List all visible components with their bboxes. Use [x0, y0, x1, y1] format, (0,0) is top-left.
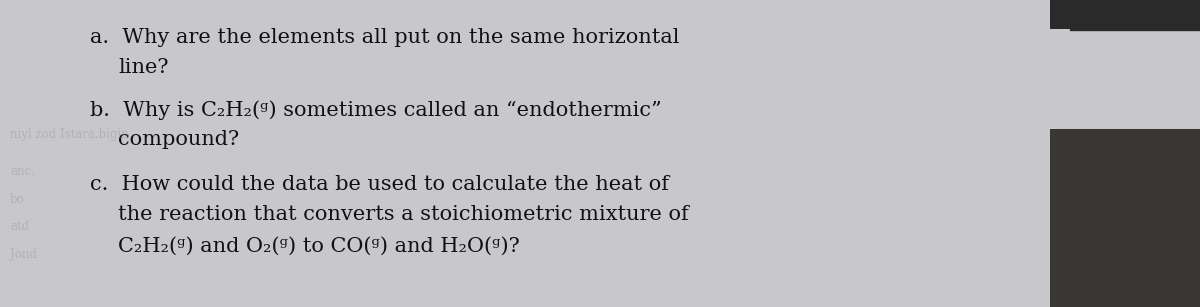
Text: niyl zod Istara.bigin: niyl zod Istara.bigin	[10, 128, 128, 141]
Text: bo: bo	[10, 193, 25, 206]
Text: Jond: Jond	[10, 248, 37, 261]
Text: a.  Why are the elements all put on the same horizontal: a. Why are the elements all put on the s…	[90, 28, 679, 47]
Text: C₂H₂(ᵍ) and O₂(ᵍ) to CO(ᵍ) and H₂O(ᵍ)?: C₂H₂(ᵍ) and O₂(ᵍ) to CO(ᵍ) and H₂O(ᵍ)?	[118, 237, 520, 256]
Text: the reaction that converts a stoichiometric mixture of: the reaction that converts a stoichiomet…	[118, 205, 689, 224]
Text: c.  How could the data be used to calculate the heat of: c. How could the data be used to calcula…	[90, 175, 670, 194]
Text: anc.: anc.	[10, 165, 35, 178]
Text: compound?: compound?	[118, 130, 239, 149]
Text: atd: atd	[10, 220, 29, 233]
Text: line?: line?	[118, 58, 168, 77]
Text: b.  Why is C₂H₂(ᵍ) sometimes called an “endothermic”: b. Why is C₂H₂(ᵍ) sometimes called an “e…	[90, 100, 661, 120]
Bar	[1070, 0, 1200, 30]
